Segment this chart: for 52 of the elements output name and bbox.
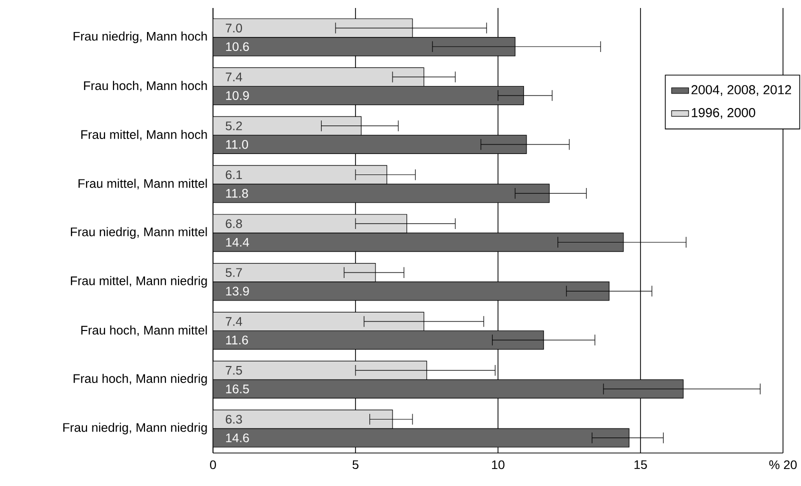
data-label: 14.6 bbox=[226, 433, 249, 442]
data-label: 5.2 bbox=[226, 121, 242, 130]
data-label: 7.4 bbox=[226, 72, 242, 82]
y-tick-label: Frau hoch, Mann hoch bbox=[84, 80, 207, 92]
x-tick-label: 10 bbox=[492, 460, 504, 470]
y-tick-label: Frau mittel, Mann hoch bbox=[81, 130, 207, 140]
y-tick-label: Frau hoch, Mann niedrig bbox=[74, 374, 207, 386]
bar bbox=[213, 330, 544, 350]
bar bbox=[213, 428, 630, 448]
data-label: 10.9 bbox=[226, 91, 249, 100]
data-label: 14.4 bbox=[226, 238, 250, 247]
bar bbox=[213, 116, 362, 136]
y-tick-label: Frau mittel, Mann niedrig bbox=[70, 276, 207, 288]
x-tick-label: % 20 bbox=[769, 460, 797, 470]
bar bbox=[213, 232, 624, 252]
data-label: 11.8 bbox=[226, 188, 248, 198]
bar bbox=[213, 86, 524, 106]
y-tick-label: Frau hoch, Mann mittel bbox=[81, 325, 207, 336]
bar bbox=[213, 262, 376, 282]
bar bbox=[213, 379, 684, 399]
data-label: 6.3 bbox=[226, 414, 242, 424]
y-tick-label: Frau niedrig, Mann mittel bbox=[70, 227, 207, 239]
x-tick-label: 15 bbox=[634, 460, 647, 470]
data-label: 11.0 bbox=[226, 140, 248, 149]
bar bbox=[213, 410, 393, 429]
data-label: 13.9 bbox=[226, 286, 249, 296]
bar bbox=[213, 18, 413, 38]
data-label: 16.5 bbox=[226, 384, 249, 394]
bar bbox=[213, 165, 388, 184]
bar bbox=[213, 312, 424, 332]
bar bbox=[213, 360, 428, 380]
x-tick-label: 5 bbox=[352, 460, 358, 470]
data-label: 6.8 bbox=[226, 219, 242, 228]
bar bbox=[213, 37, 516, 56]
bar bbox=[213, 67, 424, 87]
y-tick-label: Frau mittel, Mann mittel bbox=[78, 178, 207, 190]
data-label: 6.1 bbox=[226, 170, 242, 180]
data-label: 5.7 bbox=[226, 268, 242, 277]
data-label: 11.6 bbox=[226, 336, 248, 344]
bar bbox=[213, 282, 610, 301]
bar bbox=[213, 134, 527, 154]
x-tick-label: 0 bbox=[210, 460, 216, 470]
bar bbox=[213, 184, 550, 203]
data-label: 10.6 bbox=[226, 42, 249, 52]
data-label: 7.5 bbox=[226, 366, 242, 375]
legend-label: 2004, 2008, 2012 bbox=[692, 85, 792, 96]
data-label: 7.4 bbox=[226, 317, 242, 326]
y-tick-label: Frau niedrig, Mann hoch bbox=[74, 32, 207, 44]
y-tick-label: Frau niedrig, Mann niedrig bbox=[63, 422, 207, 434]
legend-label: 1996, 2000 bbox=[692, 108, 756, 119]
data-label: 7.0 bbox=[226, 24, 242, 32]
bar bbox=[213, 214, 408, 234]
